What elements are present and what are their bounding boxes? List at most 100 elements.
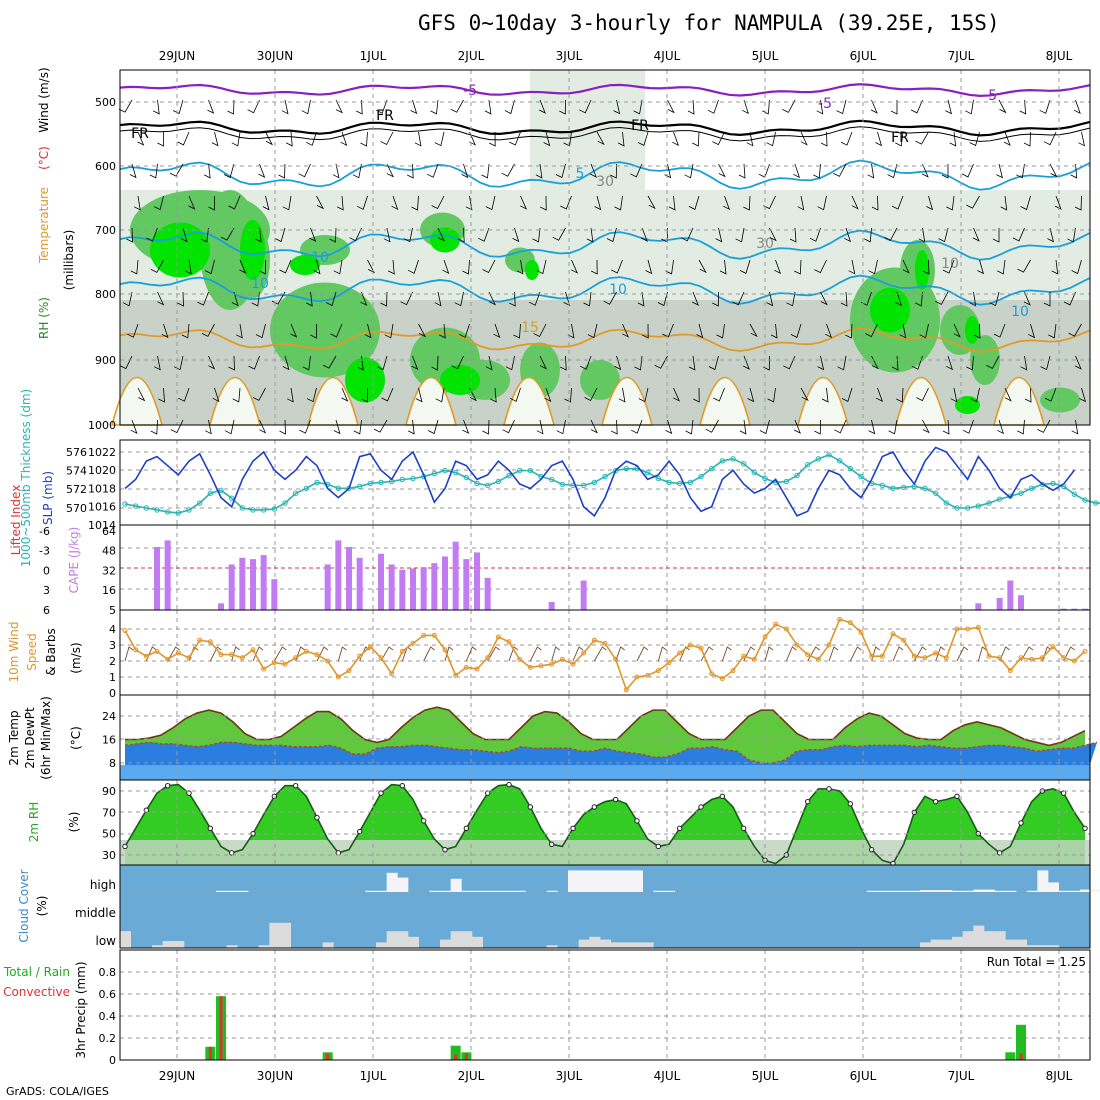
cloud-high-bar [1048, 882, 1059, 892]
thickness-point [815, 456, 822, 462]
wind10-point [197, 637, 203, 643]
wind-barb [969, 131, 980, 147]
cape-bar [580, 580, 587, 610]
wind10-tick-label: 0 [109, 687, 116, 700]
wind-barb [942, 259, 955, 274]
wind-barb [157, 132, 164, 147]
rh2m-point [527, 804, 534, 810]
rh2m-unit-label: (%) [67, 812, 81, 833]
wind-barb [259, 260, 266, 275]
cape-bar [356, 557, 363, 610]
rh2m-point [399, 782, 406, 789]
rh-blob-green [965, 316, 979, 344]
cloud-high-bar [578, 870, 590, 892]
rh2m-point [484, 790, 491, 796]
wind-barb [743, 195, 751, 211]
wind-barb [228, 195, 241, 210]
thickness-point [484, 482, 491, 489]
contour-label: -5 [818, 96, 832, 112]
cloud-low-bar [376, 942, 387, 948]
wind-barb [1028, 323, 1036, 339]
wind-barb [302, 355, 311, 371]
cloud-high-bar [440, 890, 451, 892]
precip-convective-bar [208, 1046, 212, 1060]
temperature-axis-label: Temperature [37, 187, 51, 264]
wind-barb [587, 323, 598, 339]
wind-barb [851, 195, 859, 210]
date-label-bottom: 6JUL [850, 1069, 877, 1083]
warm-plume [894, 376, 948, 426]
rh2m-low-band [120, 840, 1090, 865]
wind-barb [380, 291, 388, 307]
wind10-barb [423, 646, 435, 662]
wind-barb [584, 387, 598, 402]
thickness-point [644, 469, 651, 476]
wind10-axis-label-1: 10m Wind [7, 622, 21, 683]
wind-barb [887, 163, 898, 179]
wind-barb [540, 195, 547, 211]
wind-barb [127, 323, 139, 338]
precip-total-bar [1005, 1052, 1016, 1060]
wind-barb [631, 419, 643, 434]
rh2m-tick-label: 50 [102, 828, 116, 841]
wind-barb [746, 131, 754, 147]
cape-bar [410, 568, 416, 610]
wind10-point [506, 639, 512, 645]
thickness-point [442, 467, 448, 474]
wind10-point [719, 676, 725, 682]
lifted-index-tick-label: -6 [39, 525, 50, 538]
wind-barb [454, 291, 464, 307]
wind-barb [998, 99, 1007, 114]
wind10-point [687, 642, 693, 648]
wind-barb [265, 131, 274, 146]
wind-barb [228, 355, 235, 371]
wind-barb [177, 131, 190, 146]
wind-barb [973, 323, 981, 339]
wind-barb [715, 227, 723, 243]
wind-barb [1078, 131, 1085, 147]
wind-barb [816, 99, 824, 115]
wind10-point [399, 648, 405, 654]
cape-bar [218, 603, 224, 610]
wind10-axis-label-4: & Barbs [44, 628, 58, 676]
wind-barb [516, 259, 524, 275]
wind-barb [1051, 259, 1059, 275]
wind-barb [1023, 131, 1031, 147]
wind-barb [993, 323, 1006, 338]
wind-barb [1049, 163, 1058, 178]
rh-blob-green [240, 220, 265, 280]
wind-barb [583, 291, 592, 307]
warm-plume [992, 376, 1046, 426]
wind-barb [767, 387, 776, 403]
cloud-low-bar [322, 942, 334, 948]
cloud-low-bar [589, 936, 601, 948]
wind-barb [504, 99, 515, 115]
contour-label: FR [631, 118, 649, 134]
wind-barb [325, 291, 337, 307]
rh-blob-mid [1040, 387, 1080, 413]
wind-barb [732, 291, 745, 306]
cape-bar [260, 555, 267, 610]
thickness-point [207, 490, 214, 496]
wind10-point [239, 655, 245, 661]
wind-barb [965, 99, 974, 115]
cloud-low-bar [546, 945, 558, 948]
cape-bar [463, 559, 470, 610]
rh2m-point [570, 825, 576, 832]
wind-barb [386, 163, 394, 178]
wind-barb [533, 323, 547, 338]
wind10-point [549, 661, 555, 667]
wind-barb [606, 227, 617, 243]
wind-barb [381, 387, 394, 402]
thickness-point [730, 456, 736, 462]
wind-barb [916, 387, 929, 402]
wind-barb [989, 291, 1000, 307]
isotherm-10-a [119, 229, 1091, 261]
contour-label: FR [891, 130, 909, 146]
cloud-high-bar [1069, 890, 1081, 892]
wind-barb [668, 195, 676, 211]
cloud-high-bar [461, 890, 473, 892]
wind-barb [950, 387, 958, 403]
wind-barb [645, 259, 653, 275]
lifted-index-tick-label: 6 [43, 604, 50, 617]
